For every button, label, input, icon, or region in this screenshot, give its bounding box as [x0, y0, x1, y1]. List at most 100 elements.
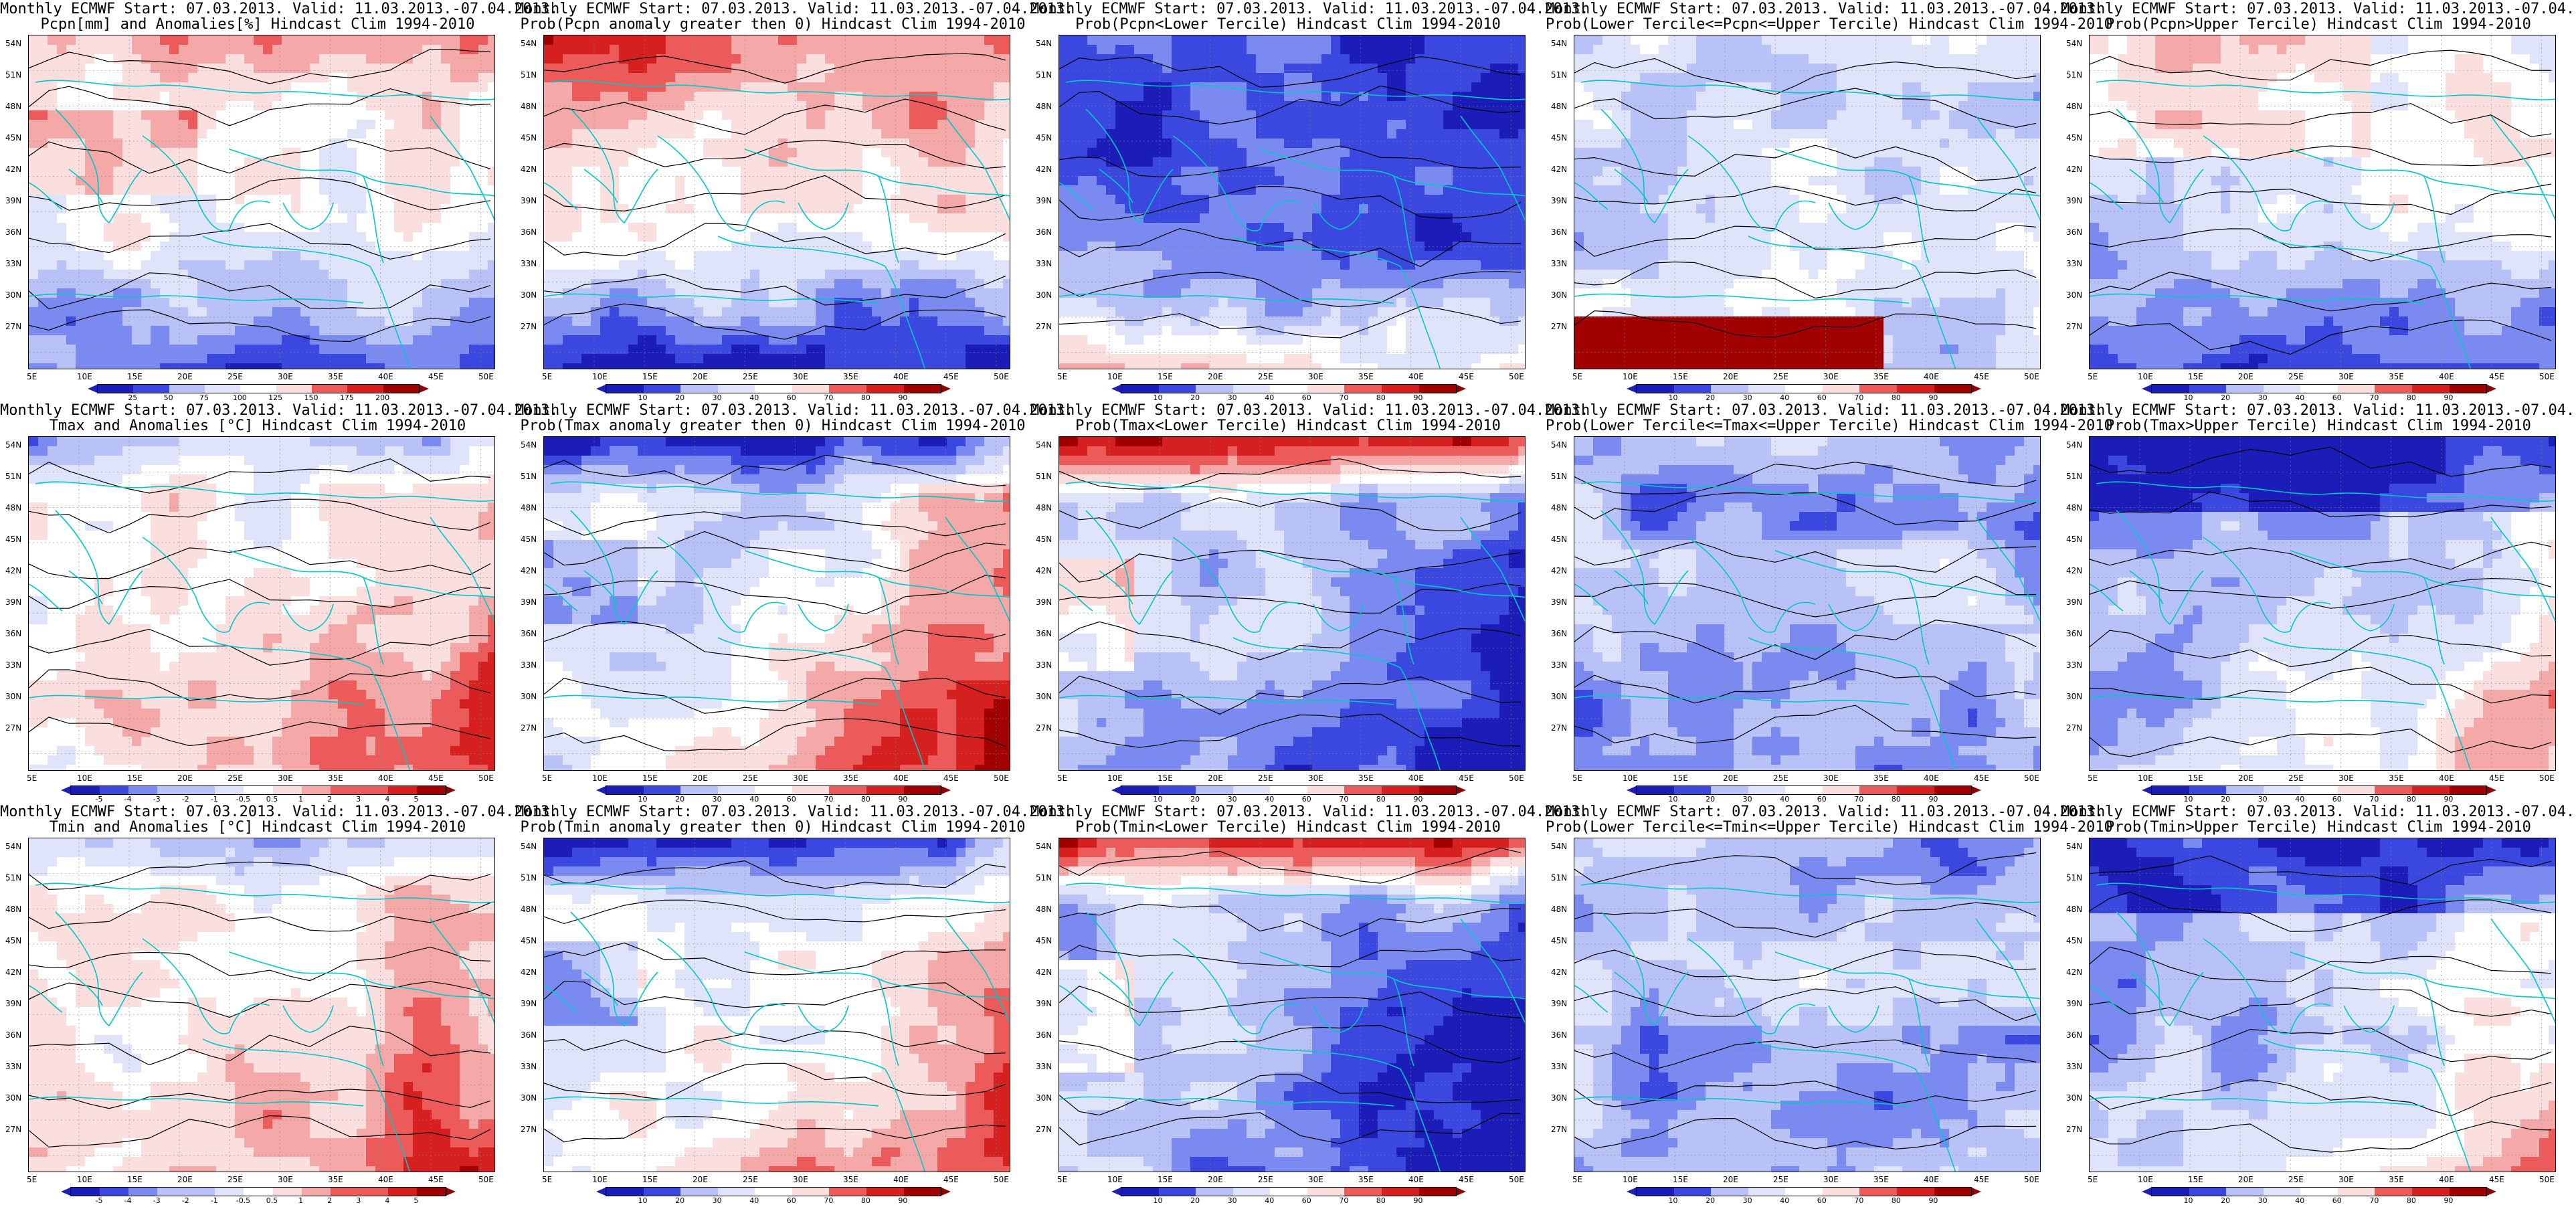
latitude-label: 45N — [5, 535, 21, 544]
longitude-label: 45E — [943, 1175, 959, 1184]
colorbar-tick-label: -2 — [182, 1196, 189, 1205]
longitude-label: 10E — [77, 773, 92, 783]
colorbar-swatch — [2226, 786, 2264, 794]
colorbar-swatch — [347, 385, 383, 393]
latitude-label: 30N — [521, 1093, 537, 1103]
longitude-label: 45E — [428, 1175, 444, 1184]
colorbar-swatch — [2338, 1188, 2375, 1196]
colorbar-swatch — [2375, 1188, 2412, 1196]
longitude-label: 45E — [943, 773, 959, 783]
colorbar-swatch — [904, 385, 941, 393]
colorbar-tick-label: 90 — [898, 1196, 907, 1205]
colorbar-swatch — [866, 786, 904, 794]
colorbar-swatch — [1419, 385, 1457, 393]
latitude-label: 42N — [1551, 967, 1567, 977]
colorbar-swatch — [128, 1188, 157, 1196]
longitude-label: 20E — [693, 1175, 708, 1184]
longitude-label: 45E — [943, 372, 959, 381]
latitude-label: 51N — [1036, 70, 1052, 80]
panel-title-line1: Monthly ECMWF Start: 07.03.2013. Valid: … — [1546, 403, 2061, 418]
longitude-label: 15E — [642, 1175, 658, 1184]
longitude-label: 30E — [793, 1175, 808, 1184]
map-panel: Monthly ECMWF Start: 07.03.2013. Valid: … — [2061, 401, 2576, 803]
longitude-label: 5E — [1572, 773, 1582, 783]
longitude-label: 20E — [177, 372, 193, 381]
colorbar-tick-label: 40 — [2295, 1196, 2304, 1205]
longitude-label: 45E — [2489, 773, 2504, 783]
longitude-label: 20E — [177, 773, 193, 783]
latitude-label: 30N — [1551, 692, 1567, 701]
longitude-label: 45E — [2489, 1175, 2504, 1184]
colorbar-tick-label: 70 — [1339, 1196, 1348, 1205]
panel-title-line1: Monthly ECMWF Start: 07.03.2013. Valid: … — [1030, 1, 1546, 17]
longitude-label: 10E — [1107, 1175, 1123, 1184]
longitude-label: 35E — [1873, 372, 1889, 381]
panel-title-line2: Prob(Pcpn anomaly greater then 0) Hindca… — [515, 17, 1030, 32]
longitude-label: 50E — [2024, 773, 2039, 783]
longitude-label: 35E — [2389, 372, 2404, 381]
colorbar-tick-label: -1 — [211, 1196, 218, 1205]
latitude-label: 39N — [1551, 597, 1567, 607]
latitude-label: 48N — [1551, 102, 1567, 111]
panel-title-line1: Monthly ECMWF Start: 07.03.2013. Valid: … — [0, 804, 515, 820]
latitude-label: 27N — [2066, 1125, 2082, 1134]
latitude-label: 30N — [2066, 1093, 2082, 1103]
longitude-label: 50E — [2539, 1175, 2555, 1184]
longitude-label: 10E — [1107, 773, 1123, 783]
latitude-label: 27N — [5, 723, 21, 733]
colorbar-swatch — [1419, 786, 1457, 794]
colorbar-swatch — [359, 1188, 388, 1196]
longitude-label: 20E — [1208, 773, 1223, 783]
longitude-label: 30E — [2338, 372, 2354, 381]
colorbar-arrow-left — [61, 1188, 70, 1196]
colorbar-swatch — [866, 1188, 904, 1196]
colorbar-swatch — [644, 1188, 681, 1196]
panel-title-line1: Monthly ECMWF Start: 07.03.2013. Valid: … — [2061, 403, 2576, 418]
colorbar-tick-label: 90 — [2444, 1196, 2453, 1205]
colorbar-swatch — [755, 786, 792, 794]
map-field — [29, 35, 495, 369]
latitude-label: 27N — [1036, 1125, 1052, 1134]
colorbar-swatch — [2338, 385, 2375, 393]
latitude-label: 45N — [1551, 936, 1567, 945]
colorbar-tick-label: 20 — [2221, 1196, 2230, 1205]
latitude-label: 36N — [521, 629, 537, 638]
panel-title-line2: Pcpn[mm] and Anomalies[%] Hindcast Clim … — [0, 17, 515, 32]
map-panel: Monthly ECMWF Start: 07.03.2013. Valid: … — [1030, 0, 1546, 401]
latitude-label: 30N — [1036, 1093, 1052, 1103]
colorbar-swatch — [2226, 1188, 2264, 1196]
longitude-label: 50E — [1509, 773, 1524, 783]
map-field — [1574, 838, 2041, 1172]
colorbar-swatch — [302, 786, 331, 794]
panel-title-line1: Monthly ECMWF Start: 07.03.2013. Valid: … — [0, 403, 515, 418]
latitude-label: 30N — [5, 692, 21, 701]
colorbar-tick-label: 60 — [1817, 1196, 1827, 1205]
colorbar-tick-label: 80 — [2407, 1196, 2416, 1205]
longitude-label: 5E — [27, 372, 37, 381]
colorbar-swatch — [1785, 1188, 1823, 1196]
colorbar-tick-label: 10 — [638, 1196, 648, 1205]
longitude-label: 15E — [1158, 372, 1173, 381]
colorbar-swatch — [1344, 786, 1382, 794]
latitude-label: 33N — [1551, 259, 1567, 268]
latitude-label: 36N — [1551, 227, 1567, 237]
latitude-label: 51N — [2066, 873, 2082, 883]
longitude-label: 40E — [2439, 1175, 2454, 1184]
colorbar-arrow-right — [941, 385, 951, 393]
longitude-label: 45E — [2489, 372, 2504, 381]
colorbar-arrow-right — [1457, 1188, 1466, 1196]
colorbar — [606, 785, 941, 795]
colorbar-swatch — [240, 385, 276, 393]
latitude-label: 48N — [1551, 905, 1567, 914]
colorbar-swatch — [1934, 385, 1972, 393]
map-panel: Monthly ECMWF Start: 07.03.2013. Valid: … — [515, 401, 1030, 803]
panel-title-line2: Prob(Tmax>Upper Tercile) Hindcast Clim 1… — [2061, 418, 2576, 434]
colorbar — [1121, 384, 1457, 393]
longitude-label: 40E — [378, 773, 393, 783]
panel-title-line1: Monthly ECMWF Start: 07.03.2013. Valid: … — [1546, 1, 2061, 17]
colorbar-arrow-right — [446, 786, 456, 794]
latitude-label: 51N — [1551, 873, 1567, 883]
